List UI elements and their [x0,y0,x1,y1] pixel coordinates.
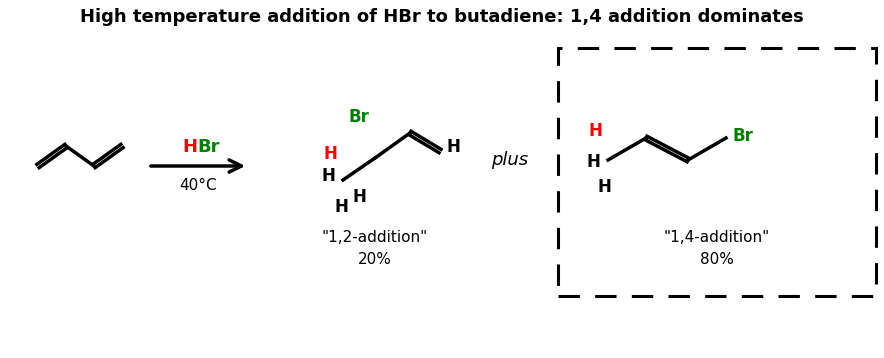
Text: "1,4-addition": "1,4-addition" [664,230,770,245]
Text: H: H [182,138,197,156]
Text: 40°C: 40°C [179,178,217,193]
Text: "1,2-addition": "1,2-addition" [322,230,428,245]
Text: H: H [586,153,600,171]
Text: plus: plus [492,151,529,169]
Text: Br: Br [197,138,219,156]
Text: H: H [446,138,460,156]
Text: Br: Br [348,108,370,126]
Text: H: H [597,178,611,196]
Text: Br: Br [732,127,753,145]
Text: H: H [321,167,335,185]
Text: 20%: 20% [358,252,392,267]
Bar [558,48,876,296]
Text: H: H [324,145,337,163]
Text: H: H [334,198,348,216]
Text: High temperature addition of HBr to butadiene: 1,4 addition dominates: High temperature addition of HBr to buta… [80,8,804,26]
Text: H: H [353,188,367,206]
Text: H: H [588,122,602,140]
Text: 80%: 80% [700,252,734,267]
